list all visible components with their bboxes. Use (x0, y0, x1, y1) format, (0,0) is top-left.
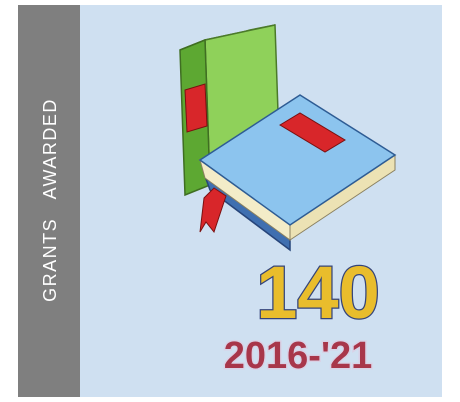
stat-value: 140 (256, 251, 379, 334)
page: GRANTS AWARDED 140 2016-'21 (() => { con… (0, 0, 460, 402)
sidebar-label: GRANTS AWARDED (40, 98, 60, 302)
tile: GRANTS AWARDED 140 2016-'21 (0, 0, 460, 402)
stat-period: 2016-'21 (224, 335, 373, 377)
